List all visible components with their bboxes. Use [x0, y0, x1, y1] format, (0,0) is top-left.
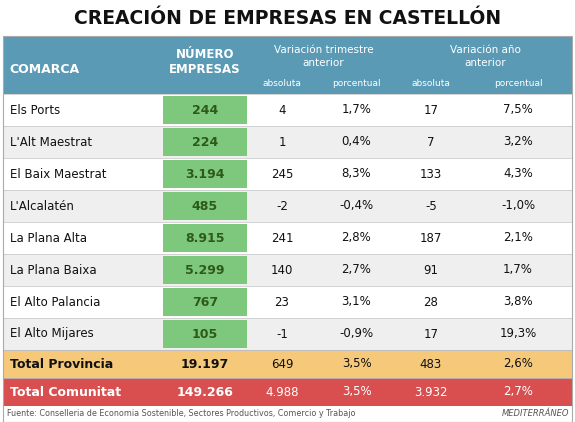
Text: 2,6%: 2,6%: [503, 357, 533, 371]
Text: Total Provincia: Total Provincia: [10, 357, 113, 371]
Text: COMARCA: COMARCA: [9, 63, 79, 76]
Text: 3,1%: 3,1%: [342, 295, 371, 308]
Text: 245: 245: [271, 168, 293, 181]
Bar: [3, 350, 572, 378]
Text: porcentual: porcentual: [332, 79, 381, 88]
Text: 28: 28: [424, 295, 439, 308]
Text: 3,2%: 3,2%: [503, 135, 533, 149]
Text: 3.194: 3.194: [185, 168, 225, 181]
Bar: [163, 160, 247, 188]
Bar: [3, 36, 572, 94]
Bar: [3, 254, 572, 286]
Bar: [3, 222, 572, 254]
Text: 649: 649: [271, 357, 293, 371]
Text: 767: 767: [192, 295, 218, 308]
Text: 7,5%: 7,5%: [503, 103, 533, 116]
Bar: [163, 256, 247, 284]
Text: 23: 23: [275, 295, 289, 308]
Text: 133: 133: [420, 168, 442, 181]
Bar: [3, 94, 572, 126]
Text: -5: -5: [425, 200, 437, 213]
Text: 485: 485: [192, 200, 218, 213]
Bar: [163, 192, 247, 220]
Text: 2,7%: 2,7%: [503, 386, 533, 398]
Text: 17: 17: [424, 103, 439, 116]
Text: El Alto Palancia: El Alto Palancia: [10, 295, 101, 308]
Text: 7: 7: [427, 135, 435, 149]
Text: -2: -2: [276, 200, 288, 213]
Bar: [163, 380, 247, 404]
Text: El Baix Maestrat: El Baix Maestrat: [10, 168, 106, 181]
Text: La Plana Baixa: La Plana Baixa: [10, 263, 97, 276]
Bar: [163, 128, 247, 156]
Text: -1: -1: [276, 327, 288, 341]
Text: NÚMERO
EMPRESAS: NÚMERO EMPRESAS: [169, 48, 241, 76]
Bar: [0, 406, 575, 422]
Text: 8,3%: 8,3%: [342, 168, 371, 181]
Text: 105: 105: [192, 327, 218, 341]
Text: 241: 241: [271, 232, 293, 244]
Text: porcentual: porcentual: [494, 79, 542, 88]
Bar: [163, 352, 247, 376]
Text: 3,8%: 3,8%: [503, 295, 533, 308]
Bar: [163, 224, 247, 252]
Text: 0,4%: 0,4%: [342, 135, 371, 149]
Text: 5.299: 5.299: [185, 263, 225, 276]
Text: MEDITERRÁNEO: MEDITERRÁNEO: [501, 409, 569, 419]
Text: 3.932: 3.932: [414, 386, 448, 398]
Text: 149.266: 149.266: [177, 386, 233, 398]
Text: 140: 140: [271, 263, 293, 276]
Text: Total Comunitat: Total Comunitat: [10, 386, 121, 398]
Text: 91: 91: [424, 263, 439, 276]
Text: absoluta: absoluta: [412, 79, 450, 88]
Text: 3,5%: 3,5%: [342, 386, 371, 398]
Bar: [163, 288, 247, 316]
Text: 1: 1: [278, 135, 286, 149]
Text: -0,9%: -0,9%: [339, 327, 374, 341]
Text: 1,7%: 1,7%: [503, 263, 533, 276]
Text: Variación trimestre
anterior: Variación trimestre anterior: [274, 45, 373, 68]
Text: 8.915: 8.915: [185, 232, 225, 244]
Text: 3,5%: 3,5%: [342, 357, 371, 371]
Bar: [3, 286, 572, 318]
Text: Fuente: Conselleria de Economia Sostenible, Sectores Productivos, Comercio y Tra: Fuente: Conselleria de Economia Sostenib…: [7, 409, 355, 419]
Text: La Plana Alta: La Plana Alta: [10, 232, 87, 244]
Text: CREACIÓN DE EMPRESAS EN CASTELLÓN: CREACIÓN DE EMPRESAS EN CASTELLÓN: [74, 8, 501, 27]
Text: 19.197: 19.197: [181, 357, 229, 371]
Text: 483: 483: [420, 357, 442, 371]
Text: 17: 17: [424, 327, 439, 341]
Bar: [3, 378, 572, 406]
Text: Variación año
anterior: Variación año anterior: [450, 45, 520, 68]
Bar: [0, 0, 575, 36]
Text: 2,1%: 2,1%: [503, 232, 533, 244]
Text: El Alto Mijares: El Alto Mijares: [10, 327, 94, 341]
Text: 2,7%: 2,7%: [342, 263, 371, 276]
Text: -0,4%: -0,4%: [339, 200, 374, 213]
Bar: [3, 126, 572, 158]
Text: L'Alt Maestrat: L'Alt Maestrat: [10, 135, 92, 149]
Bar: [3, 190, 572, 222]
Bar: [163, 320, 247, 348]
Text: absoluta: absoluta: [263, 79, 301, 88]
Text: Els Ports: Els Ports: [10, 103, 60, 116]
Text: L'Alcalatén: L'Alcalatén: [10, 200, 75, 213]
Text: 244: 244: [192, 103, 218, 116]
Bar: [3, 158, 572, 190]
Bar: [3, 318, 572, 350]
Text: -1,0%: -1,0%: [501, 200, 535, 213]
Text: 4: 4: [278, 103, 286, 116]
Text: 2,8%: 2,8%: [342, 232, 371, 244]
Text: 19,3%: 19,3%: [499, 327, 536, 341]
Text: 1,7%: 1,7%: [342, 103, 371, 116]
Text: 224: 224: [192, 135, 218, 149]
Bar: [163, 96, 247, 124]
Text: 4,3%: 4,3%: [503, 168, 533, 181]
Text: 4.988: 4.988: [265, 386, 299, 398]
Text: 187: 187: [420, 232, 442, 244]
